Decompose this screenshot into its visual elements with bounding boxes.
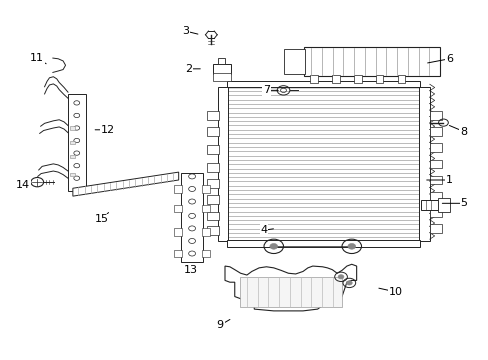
Text: 14: 14 [16,180,30,190]
Text: 6: 6 [445,54,452,64]
Text: 8: 8 [459,127,467,136]
Bar [206,145,219,154]
Bar [70,173,75,176]
Bar [227,87,419,241]
Bar [70,140,75,144]
Bar [202,250,210,257]
Bar [173,250,182,257]
Bar [437,198,449,212]
Bar [202,185,210,193]
Bar [206,127,219,136]
Bar [206,179,219,188]
Bar [206,163,219,172]
Bar [212,64,231,74]
Text: 15: 15 [95,215,109,224]
Bar [429,192,441,201]
Bar [429,208,441,217]
Circle shape [337,275,343,279]
Bar [429,127,441,136]
Bar [429,176,441,184]
Bar [375,75,383,83]
Polygon shape [224,264,356,311]
Bar [227,81,419,87]
Text: 2: 2 [184,64,192,74]
Bar [284,49,305,74]
Text: 3: 3 [182,26,189,36]
Polygon shape [73,172,178,196]
Bar [217,87,228,241]
Bar [429,143,441,152]
Text: 9: 9 [216,320,223,330]
Circle shape [347,243,355,249]
Bar [202,205,210,212]
Bar [397,75,405,83]
Bar [173,185,182,193]
Text: 11: 11 [30,53,44,63]
Bar [206,212,219,220]
Bar [353,75,361,83]
Text: 1: 1 [445,175,452,185]
Text: 13: 13 [183,265,198,275]
Text: 7: 7 [263,85,269,95]
Bar [181,173,203,262]
Bar [70,155,75,158]
Bar [239,277,341,307]
Bar [331,75,339,83]
Bar [418,87,429,241]
Text: 4: 4 [260,225,267,235]
Bar [206,195,219,204]
Text: 5: 5 [460,198,467,208]
Bar [420,200,437,211]
Bar [217,58,225,64]
Bar [70,126,75,130]
Bar [206,226,219,234]
Bar [429,159,441,168]
Bar [212,73,231,81]
Bar [173,228,182,235]
Bar [202,228,210,235]
Bar [309,75,317,83]
Bar [206,111,219,120]
Bar [429,111,441,120]
Bar [429,224,441,233]
Bar [227,240,419,247]
Circle shape [346,281,351,285]
Bar [173,205,182,212]
Bar [304,47,439,76]
Bar [68,94,86,191]
Text: 12: 12 [101,125,115,135]
Text: 10: 10 [388,287,402,297]
Circle shape [269,243,277,249]
